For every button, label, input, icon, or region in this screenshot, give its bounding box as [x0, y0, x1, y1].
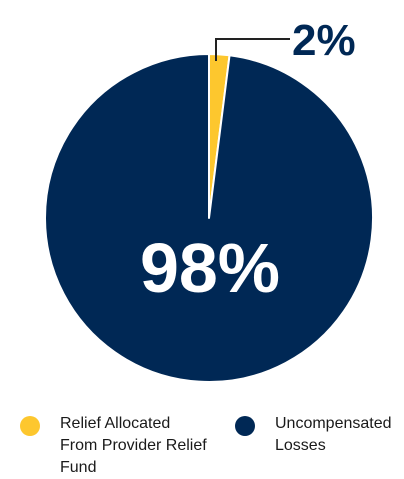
pie-slice-losses: [44, 53, 374, 383]
legend-swatch-losses: [235, 416, 255, 436]
slice-label-losses: 98%: [140, 229, 280, 307]
legend-swatch-relief: [20, 416, 40, 436]
legend-item-relief: Relief Allocated From Provider Relief Fu…: [20, 413, 210, 479]
pie-chart: 2% 98%: [44, 16, 374, 383]
legend-label-losses: Uncompensated Losses: [275, 415, 392, 454]
legend-label-relief: Relief Allocated From Provider Relief Fu…: [60, 415, 207, 476]
legend-item-losses: Uncompensated Losses: [235, 413, 395, 457]
callout-leader-line: [215, 38, 290, 61]
slice-label-relief: 2%: [292, 16, 356, 65]
